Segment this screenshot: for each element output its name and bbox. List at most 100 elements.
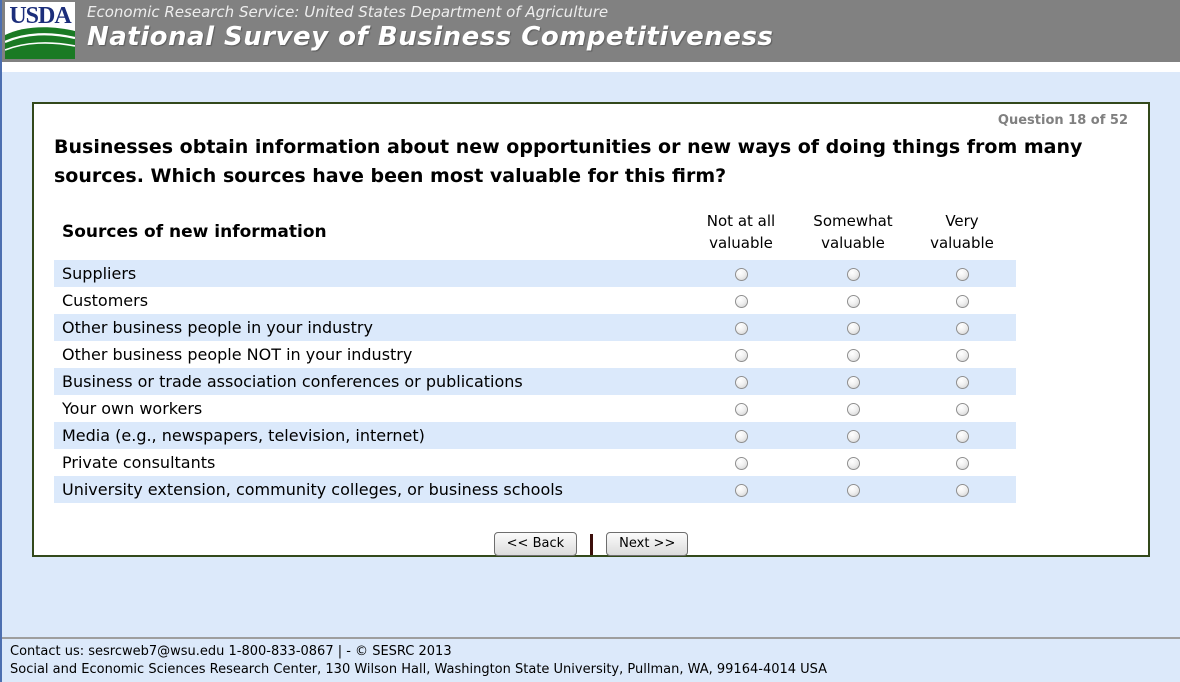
masthead-text: Economic Research Service: United States… — [87, 0, 773, 52]
table-row: Other business people in your industry — [54, 314, 1016, 341]
table-row: Customers — [54, 287, 1016, 314]
radio-very-valuable[interactable] — [955, 376, 969, 389]
row-label: Other business people NOT in your indust… — [62, 345, 413, 364]
radio-cell-very — [908, 341, 1016, 368]
table-row-header: Sources of new information — [62, 222, 327, 242]
radio-somewhat-valuable[interactable] — [846, 295, 860, 308]
column-header-label: Not at all valuable — [706, 212, 776, 252]
radio-cell-somewhat — [798, 314, 908, 341]
radio-very-valuable[interactable] — [955, 403, 969, 416]
next-button[interactable]: Next >> — [606, 532, 689, 556]
table-header-row: Sources of new information Not at all va… — [54, 209, 1016, 260]
usda-logo-icon: USDA — [4, 2, 76, 59]
radio-cell-not-at-all — [684, 341, 798, 368]
radio-not-at-all-valuable[interactable] — [734, 484, 748, 497]
radio-cell-not-at-all — [684, 260, 798, 287]
radio-somewhat-valuable[interactable] — [846, 322, 860, 335]
radio-very-valuable[interactable] — [955, 457, 969, 470]
radio-very-valuable[interactable] — [955, 322, 969, 335]
radio-cell-not-at-all — [684, 314, 798, 341]
row-label: Media (e.g., newspapers, television, int… — [62, 426, 425, 445]
table-row: Business or trade association conference… — [54, 368, 1016, 395]
radio-very-valuable[interactable] — [955, 430, 969, 443]
svg-text:USDA: USDA — [9, 3, 72, 29]
agency-line: Economic Research Service: United States… — [87, 3, 609, 21]
radio-cell-not-at-all — [684, 422, 798, 449]
question-progress: Question 18 of 52 — [997, 113, 1128, 128]
header-divider — [2, 62, 1180, 72]
radio-cell-very — [908, 395, 1016, 422]
column-header-label: Somewhat valuable — [813, 212, 893, 252]
radio-not-at-all-valuable[interactable] — [734, 376, 748, 389]
survey-title: National Survey of Business Competitiven… — [87, 22, 774, 52]
survey-table-body: Suppliers Customers Other business peopl… — [54, 260, 1016, 503]
row-label: Suppliers — [62, 264, 137, 283]
table-row: Private consultants — [54, 449, 1016, 476]
radio-cell-somewhat — [798, 287, 908, 314]
question-panel: Question 18 of 52 Businesses obtain info… — [32, 102, 1150, 557]
radio-somewhat-valuable[interactable] — [846, 457, 860, 470]
row-label: Your own workers — [62, 399, 203, 418]
table-row: Suppliers — [54, 260, 1016, 287]
radio-very-valuable[interactable] — [955, 268, 969, 281]
footer: Contact us: sesrcweb7@wsu.edu 1-800-833-… — [2, 637, 1180, 682]
masthead: USDA Economic Research Service: United S… — [2, 0, 1180, 62]
column-header-label: Very valuable — [930, 212, 994, 252]
footer-contact-line: Contact us: sesrcweb7@wsu.edu 1-800-833-… — [10, 644, 452, 659]
row-label: Other business people in your industry — [62, 318, 373, 337]
radio-somewhat-valuable[interactable] — [846, 430, 860, 443]
radio-cell-not-at-all — [684, 287, 798, 314]
radio-cell-somewhat — [798, 395, 908, 422]
usda-logo: USDA — [4, 2, 76, 59]
nav-buttons: << Back Next >> — [34, 532, 1148, 556]
radio-cell-somewhat — [798, 476, 908, 503]
radio-not-at-all-valuable[interactable] — [734, 295, 748, 308]
table-row: University extension, community colleges… — [54, 476, 1016, 503]
radio-cell-very — [908, 422, 1016, 449]
radio-very-valuable[interactable] — [955, 484, 969, 497]
radio-cell-somewhat — [798, 368, 908, 395]
column-header-somewhat-valuable: Somewhat valuable — [798, 209, 908, 260]
survey-table: Sources of new information Not at all va… — [54, 209, 1016, 503]
back-button[interactable]: << Back — [493, 532, 578, 556]
radio-cell-very — [908, 287, 1016, 314]
table-row: Other business people NOT in your indust… — [54, 341, 1016, 368]
radio-somewhat-valuable[interactable] — [846, 484, 860, 497]
radio-very-valuable[interactable] — [955, 295, 969, 308]
radio-cell-very — [908, 449, 1016, 476]
radio-cell-not-at-all — [684, 395, 798, 422]
radio-somewhat-valuable[interactable] — [846, 376, 860, 389]
radio-very-valuable[interactable] — [955, 349, 969, 362]
radio-not-at-all-valuable[interactable] — [734, 430, 748, 443]
radio-not-at-all-valuable[interactable] — [734, 403, 748, 416]
column-header-very-valuable: Very valuable — [908, 209, 1016, 260]
radio-not-at-all-valuable[interactable] — [734, 322, 748, 335]
row-label: University extension, community colleges… — [62, 480, 564, 499]
radio-cell-somewhat — [798, 449, 908, 476]
radio-cell-very — [908, 476, 1016, 503]
radio-not-at-all-valuable[interactable] — [734, 349, 748, 362]
question-text: Businesses obtain information about new … — [54, 136, 1083, 187]
row-label: Private consultants — [62, 453, 216, 472]
table-row: Media (e.g., newspapers, television, int… — [54, 422, 1016, 449]
radio-somewhat-valuable[interactable] — [846, 268, 860, 281]
radio-cell-not-at-all — [684, 368, 798, 395]
table-row: Your own workers — [54, 395, 1016, 422]
radio-not-at-all-valuable[interactable] — [734, 268, 748, 281]
row-label: Customers — [62, 291, 149, 310]
radio-cell-somewhat — [798, 422, 908, 449]
row-label: Business or trade association conference… — [62, 372, 523, 391]
radio-cell-somewhat — [798, 341, 908, 368]
radio-somewhat-valuable[interactable] — [846, 403, 860, 416]
radio-not-at-all-valuable[interactable] — [734, 457, 748, 470]
column-header-not-at-all-valuable: Not at all valuable — [684, 209, 798, 260]
radio-cell-very — [908, 314, 1016, 341]
radio-cell-very — [908, 368, 1016, 395]
footer-address-line: Social and Economic Sciences Research Ce… — [10, 662, 828, 677]
radio-cell-very — [908, 260, 1016, 287]
nav-separator — [590, 533, 594, 555]
radio-cell-somewhat — [798, 260, 908, 287]
radio-somewhat-valuable[interactable] — [846, 349, 860, 362]
radio-cell-not-at-all — [684, 476, 798, 503]
radio-cell-not-at-all — [684, 449, 798, 476]
